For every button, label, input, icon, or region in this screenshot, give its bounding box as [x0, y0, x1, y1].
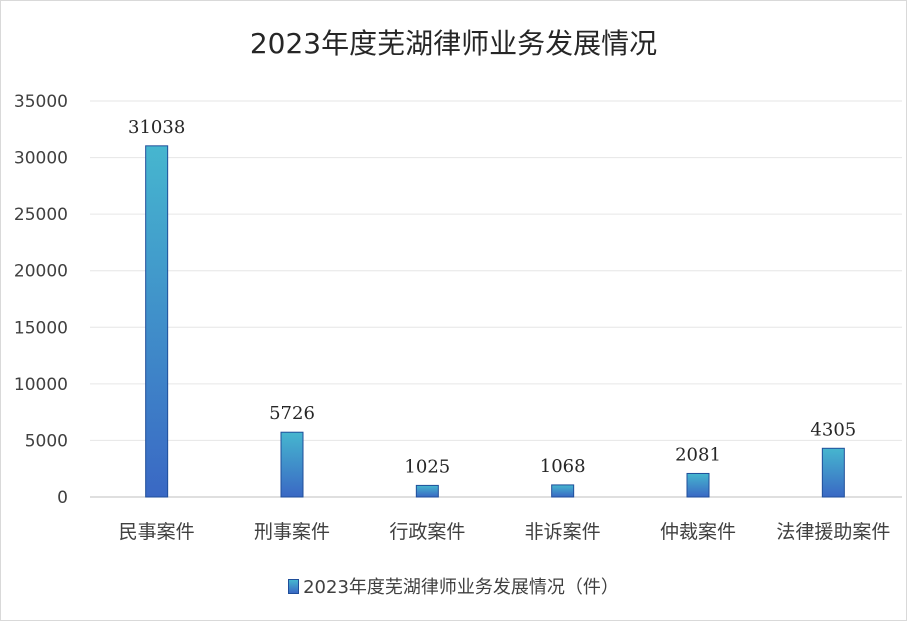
legend-swatch [288, 579, 300, 594]
y-tick-label: 0 [57, 488, 68, 508]
data-label: 1068 [540, 456, 586, 477]
x-tick-label: 刑事案件 [254, 521, 330, 543]
gridlines [90, 100, 902, 498]
bar [145, 145, 169, 498]
y-tick-label: 5000 [25, 431, 68, 451]
bar [686, 472, 710, 498]
x-tick-label: 民事案件 [119, 521, 195, 543]
x-tick-label: 行政案件 [389, 521, 465, 543]
data-label: 4305 [810, 419, 856, 440]
bars [145, 145, 845, 498]
legend-label: 2023年度芜湖律师业务发展情况（件） [303, 577, 619, 598]
y-tick-label: 30000 [14, 149, 68, 169]
legend: 2023年度芜湖律师业务发展情况（件） [0, 573, 907, 599]
bar [415, 484, 439, 498]
y-tick-label: 15000 [14, 318, 68, 338]
y-tick-label: 35000 [14, 92, 68, 112]
y-tick-label: 25000 [14, 205, 68, 225]
data-label: 2081 [675, 444, 721, 465]
x-tick-label: 法律援助案件 [776, 521, 890, 543]
bar [280, 431, 304, 498]
x-axis-ticks: 民事案件 刑事案件 行政案件 非诉案件 仲裁案件 法律援助案件 [119, 521, 891, 543]
y-tick-label: 10000 [14, 375, 68, 395]
chart-title: 2023年度芜湖律师业务发展情况 [249, 27, 658, 60]
y-tick-label: 20000 [14, 262, 68, 282]
bar [821, 447, 845, 498]
data-labels: 31038 5726 1025 1068 2081 4305 [128, 117, 856, 478]
data-label: 1025 [404, 456, 450, 477]
bar [551, 484, 575, 498]
data-label: 5726 [269, 403, 315, 424]
y-axis-ticks: 0 5000 10000 15000 20000 25000 30000 35000 [14, 92, 68, 508]
data-label: 31038 [128, 117, 185, 138]
x-tick-label: 非诉案件 [525, 521, 601, 543]
x-tick-label: 仲裁案件 [660, 521, 736, 543]
